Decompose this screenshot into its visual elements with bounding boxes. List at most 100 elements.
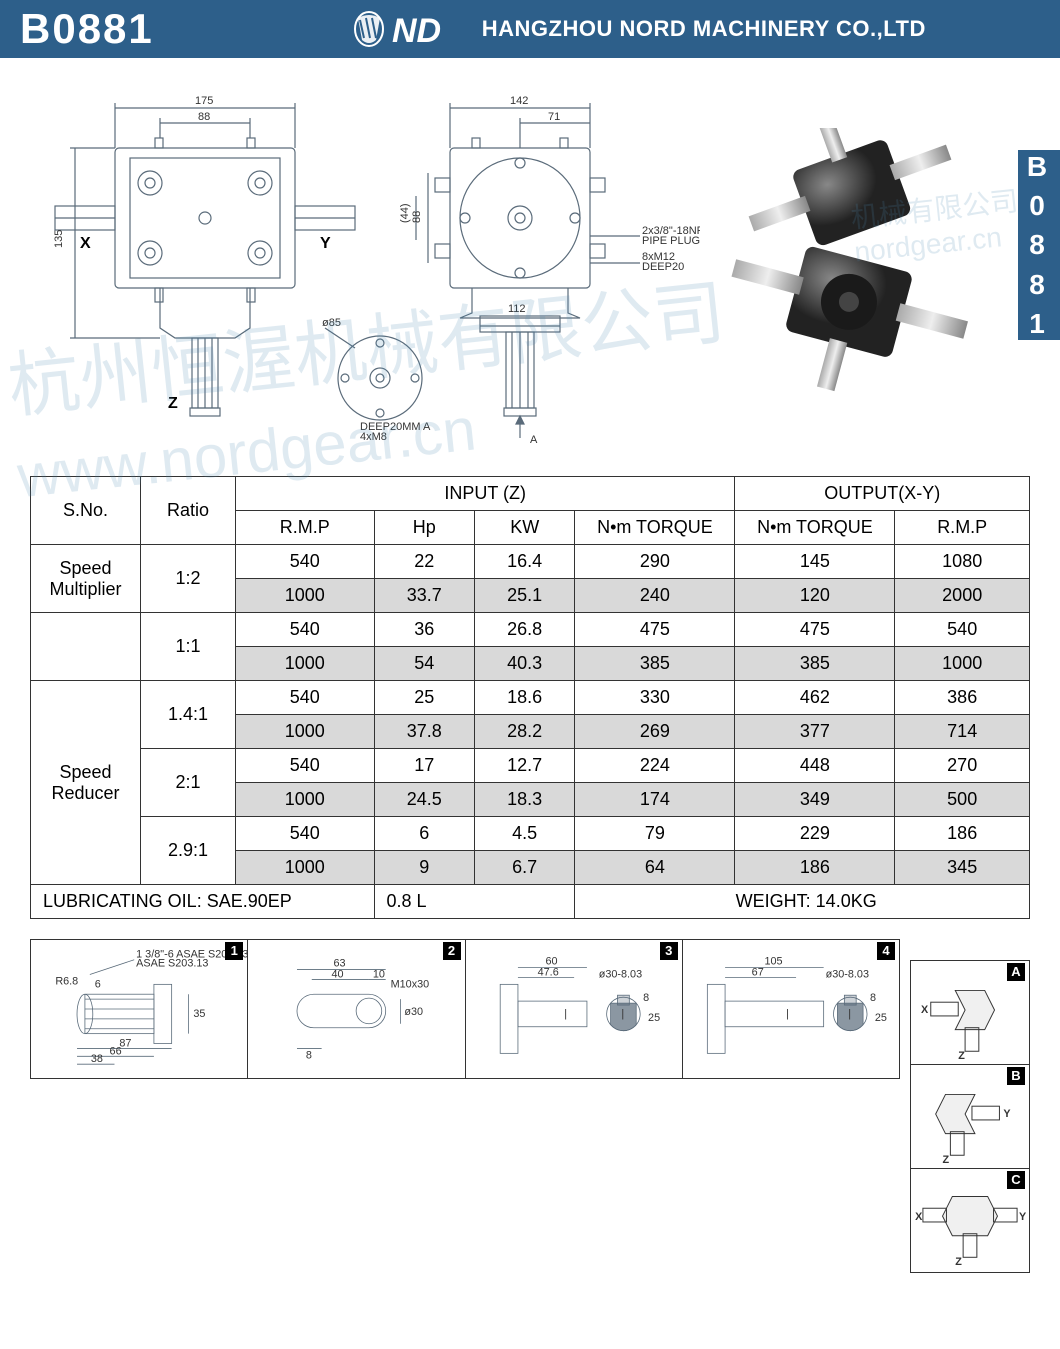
- data-cell: 1000: [236, 579, 375, 613]
- data-cell: 145: [735, 545, 895, 579]
- table-body: Speed Multiplier1:25402216.4290145108010…: [31, 545, 1030, 885]
- th-ratio: Ratio: [141, 477, 236, 545]
- detail-drawing-2: 63 40 10 M10x30 ø30 8: [248, 940, 464, 1078]
- data-cell: 64: [575, 851, 735, 885]
- data-cell: 385: [575, 647, 735, 681]
- note-m8b: 4xM8: [360, 431, 387, 443]
- data-cell: 1000: [236, 783, 375, 817]
- data-cell: 500: [895, 783, 1030, 817]
- data-cell: 16.4: [474, 545, 574, 579]
- ratio-cell: 2.9:1: [141, 817, 236, 885]
- detail-drawing-4: 105 67 ø30-8.03 8 25 | |: [683, 940, 899, 1078]
- data-cell: 174: [575, 783, 735, 817]
- data-cell: 22: [374, 545, 474, 579]
- data-cell: 1000: [895, 647, 1030, 681]
- data-cell: 714: [895, 715, 1030, 749]
- technical-drawing: 175 88 135 X Y Z 142 71 88 (44) 112 2x3/…: [20, 68, 700, 478]
- detail-box-3: 3 60 47.6 ø30-8.03 8 25 | |: [466, 939, 683, 1079]
- ratio-cell: 1:1: [141, 613, 236, 681]
- data-cell: 79: [575, 817, 735, 851]
- table-row: 1:15403626.8475475540: [31, 613, 1030, 647]
- dim-112: 112: [508, 303, 526, 315]
- nd-logo-icon: ND: [354, 10, 464, 48]
- data-cell: 54: [374, 647, 474, 681]
- data-cell: 186: [735, 851, 895, 885]
- th-nm-in: N•m TORQUE: [575, 511, 735, 545]
- data-cell: 1080: [895, 545, 1030, 579]
- data-cell: 37.8: [374, 715, 474, 749]
- th-input: INPUT (Z): [236, 477, 735, 511]
- company-name: HANGZHOU NORD MACHINERY CO.,LTD: [482, 16, 926, 42]
- config-box-b: B Y Z: [910, 1064, 1030, 1169]
- d4-25: 25: [875, 1012, 887, 1024]
- data-cell: 186: [895, 817, 1030, 851]
- dim-44: (44): [399, 203, 411, 223]
- data-cell: 36: [374, 613, 474, 647]
- axis-y: Y: [320, 235, 331, 252]
- detail-box-2: 2 63 40 10 M10x30 ø30 8: [248, 939, 465, 1079]
- data-cell: 18.3: [474, 783, 574, 817]
- data-cell: 1000: [236, 647, 375, 681]
- d3-bar: |: [564, 1008, 567, 1020]
- data-cell: 540: [236, 817, 375, 851]
- data-cell: 386: [895, 681, 1030, 715]
- dim-88b: 88: [411, 211, 423, 223]
- th-rmp-out: R.M.P: [895, 511, 1030, 545]
- d4-8: 8: [870, 992, 876, 1004]
- ratio-cell: 2:1: [141, 749, 236, 817]
- model-number: B0881: [20, 5, 154, 53]
- data-cell: 462: [735, 681, 895, 715]
- table-row: 2:15401712.7224448270: [31, 749, 1030, 783]
- group-name-cell: Speed Multiplier: [31, 545, 141, 613]
- data-cell: 1000: [236, 715, 375, 749]
- data-cell: 9: [374, 851, 474, 885]
- cb-z: Z: [943, 1154, 950, 1166]
- d2-40: 40: [332, 968, 344, 980]
- axis-x: X: [80, 235, 91, 252]
- d3-dia: ø30-8.03: [598, 968, 641, 980]
- data-cell: 25.1: [474, 579, 574, 613]
- group-name-cell: [31, 613, 141, 681]
- dim-88: 88: [198, 111, 210, 123]
- ca-z: Z: [958, 1050, 965, 1062]
- ratio-cell: 1:2: [141, 545, 236, 613]
- oil-label: LUBRICATING OIL: SAE.90EP: [31, 885, 375, 919]
- cc-x: X: [915, 1211, 923, 1223]
- dim-85: ø85: [322, 317, 341, 329]
- data-cell: 40.3: [474, 647, 574, 681]
- cc-y: Y: [1019, 1211, 1027, 1223]
- th-output: OUTPUT(X-Y): [735, 477, 1030, 511]
- detail-drawing-1: 1 3/8"-6 ASAE S203.13 ASAE S203.13 R6.8 …: [31, 940, 247, 1078]
- detail-box-4: 4 105 67 ø30-8.03 8 25 | |: [683, 939, 900, 1079]
- d2-30: ø30: [405, 1006, 424, 1018]
- detail-box-1: 1 1 3/8"-6 ASAE S203.13 ASAE S203.13 R6.…: [30, 939, 248, 1079]
- config-letter-c: C: [1007, 1171, 1025, 1189]
- table-row: Speed Multiplier1:25402216.42901451080: [31, 545, 1030, 579]
- cb-y: Y: [1003, 1108, 1011, 1120]
- data-cell: 12.7: [474, 749, 574, 783]
- data-cell: 2000: [895, 579, 1030, 613]
- data-cell: 349: [735, 783, 895, 817]
- data-cell: 1000: [236, 851, 375, 885]
- config-column: A X Z B Y Z C: [910, 960, 1030, 1272]
- data-cell: 224: [575, 749, 735, 783]
- detail-boxes: 1 1 3/8"-6 ASAE S203.13 ASAE S203.13 R6.…: [30, 939, 900, 1079]
- cc-z: Z: [955, 1256, 962, 1268]
- table-row: Speed Reducer1.4:15402518.6330462386: [31, 681, 1030, 715]
- data-cell: 540: [236, 613, 375, 647]
- product-photo: [700, 128, 1000, 408]
- dim-142: 142: [510, 95, 528, 107]
- d3-476: 47.6: [537, 966, 558, 978]
- data-cell: 290: [575, 545, 735, 579]
- data-cell: 385: [735, 647, 895, 681]
- d1-6: 6: [95, 978, 101, 990]
- data-cell: 6: [374, 817, 474, 851]
- d1-87: 87: [119, 1037, 131, 1049]
- dim-71: 71: [548, 111, 560, 123]
- th-nm-out: N•m TORQUE: [735, 511, 895, 545]
- th-hp: Hp: [374, 511, 474, 545]
- data-cell: 345: [895, 851, 1030, 885]
- th-sno: S.No.: [31, 477, 141, 545]
- data-cell: 330: [575, 681, 735, 715]
- d1-38: 38: [91, 1053, 103, 1065]
